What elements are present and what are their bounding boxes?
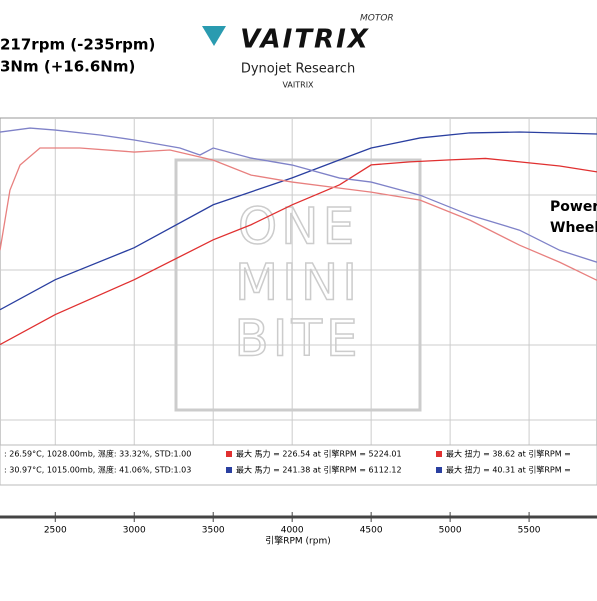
side-label: Wheel I <box>550 220 597 236</box>
delta-torque: 3Nm (+16.6Nm) <box>0 58 135 76</box>
legend-power: 最大 馬力 = 226.54 at 引擎RPM = 5224.01 <box>236 449 402 459</box>
logo: VAITRIX <box>240 25 370 55</box>
legend-swatch <box>436 451 442 457</box>
legend-conditions: : 26.59°C, 1028.00mb, 濕度: 33.32%, STD:1.… <box>4 449 191 459</box>
legend-torque: 最大 扭力 = 38.62 at 引擎RPM = <box>446 449 571 459</box>
watermark-text: BITE <box>234 310 361 368</box>
x-tick-label: 5500 <box>518 526 541 536</box>
delta-rpm: 217rpm (-235rpm) <box>0 36 155 54</box>
legend-swatch <box>226 451 232 457</box>
legend-conditions: : 30.97°C, 1015.00mb, 濕度: 41.06%, STD:1.… <box>4 465 191 475</box>
side-label: Power I <box>550 199 597 215</box>
x-tick-label: 3000 <box>123 526 146 536</box>
chart-title: Dynojet Research <box>241 62 355 77</box>
watermark-text: ONE <box>238 198 358 256</box>
x-axis-label: 引擎RPM (rpm) <box>265 535 331 547</box>
legend-swatch <box>436 467 442 473</box>
x-tick-label: 3500 <box>202 526 225 536</box>
x-tick-label: 4000 <box>281 526 304 536</box>
legend-power: 最大 馬力 = 241.38 at 引擎RPM = 6112.12 <box>236 465 402 475</box>
legend-torque: 最大 扭力 = 40.31 at 引擎RPM = <box>446 465 571 475</box>
x-tick-label: 2500 <box>44 526 67 536</box>
x-tick-label: 5000 <box>439 526 462 536</box>
chart-subtitle: VAITRIX <box>282 81 314 90</box>
logo-sub: MOTOR <box>360 14 394 24</box>
watermark-text: MINI <box>235 254 361 312</box>
x-tick-label: 4500 <box>360 526 383 536</box>
legend-swatch <box>226 467 232 473</box>
logo-mark <box>202 26 226 46</box>
